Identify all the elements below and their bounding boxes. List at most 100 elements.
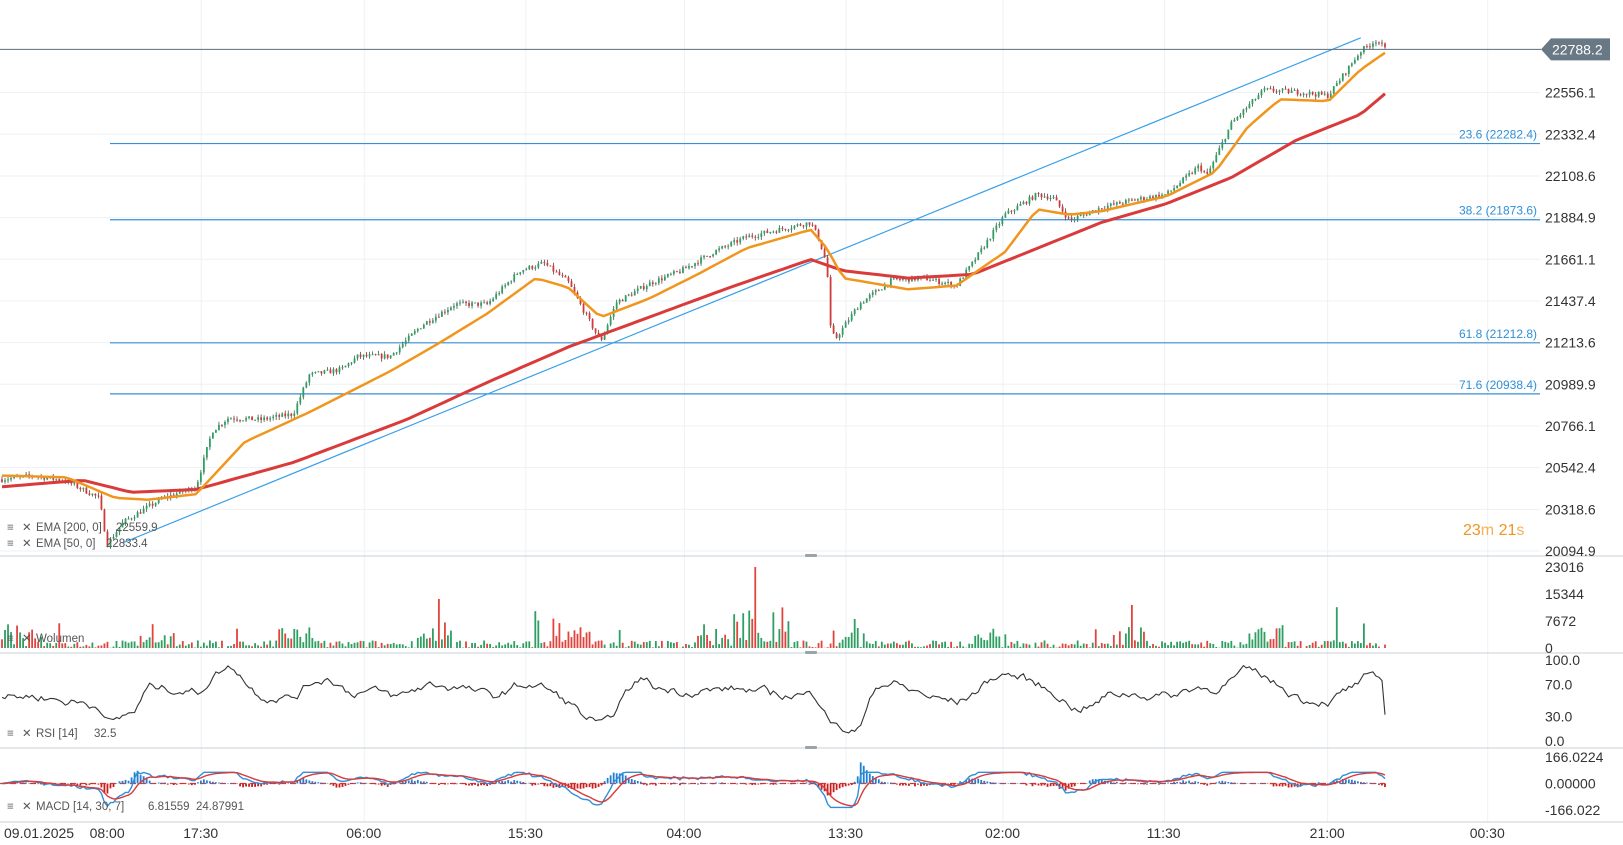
legend-menu-icon[interactable]: ≡ bbox=[7, 728, 14, 740]
volume-bar bbox=[1131, 604, 1133, 648]
volume-bar bbox=[459, 640, 461, 648]
candle-body bbox=[25, 474, 28, 476]
volume-bar bbox=[920, 647, 922, 648]
candle-body bbox=[1061, 206, 1064, 212]
candle-body bbox=[221, 424, 223, 426]
macd-histogram-bar bbox=[1353, 780, 1356, 784]
volume-bar bbox=[902, 644, 904, 648]
legend-menu-icon[interactable]: ≡ bbox=[7, 801, 14, 813]
macd-histogram-bar bbox=[829, 783, 832, 796]
rsi-pane[interactable] bbox=[1, 664, 1386, 734]
volume-bar bbox=[124, 641, 127, 648]
macd-histogram-bar bbox=[202, 779, 205, 784]
volume-bar bbox=[46, 642, 49, 648]
volume-legend[interactable]: ≡ ✕ Wolumen bbox=[7, 633, 84, 645]
volume-bar bbox=[1188, 640, 1191, 648]
macd-histogram-bar bbox=[407, 780, 410, 784]
candle-body bbox=[543, 262, 546, 264]
candle-body bbox=[980, 248, 983, 253]
macd-histogram-bar bbox=[395, 783, 398, 784]
legend-menu-icon[interactable]: ≡ bbox=[7, 522, 14, 534]
macd-histogram-bar bbox=[654, 783, 657, 786]
macd-histogram-bar bbox=[1158, 783, 1160, 785]
macd-histogram-bar bbox=[245, 783, 247, 787]
volume-bar bbox=[151, 624, 154, 648]
macd-histogram-bar bbox=[453, 783, 455, 785]
volume-bar bbox=[278, 629, 281, 648]
candle-body bbox=[868, 294, 871, 299]
volume-bar bbox=[1091, 642, 1094, 648]
fibonacci-levels[interactable]: 23.6 (22282.4) 38.2 (21873.6) 61.8 (21212.… bbox=[110, 128, 1540, 395]
macd-histogram-bar bbox=[437, 783, 440, 786]
candle-body bbox=[1305, 93, 1308, 95]
candle-body bbox=[1341, 73, 1344, 81]
volume-bar bbox=[492, 647, 495, 648]
legend-close-icon[interactable]: ✕ bbox=[22, 633, 32, 645]
volume-bar bbox=[486, 643, 489, 648]
volume-bar bbox=[1284, 646, 1287, 648]
price-pane[interactable]: 23.6 (22282.4) 38.2 (21873.6) 61.8 (21212.… bbox=[0, 37, 1541, 549]
candle-body bbox=[1073, 219, 1076, 221]
volume-bar bbox=[483, 640, 485, 648]
ema-200-legend[interactable]: ≡ ✕ EMA [200, 0] 22559.9 bbox=[7, 522, 158, 534]
legend-close-icon[interactable]: ✕ bbox=[22, 801, 32, 813]
candle-body bbox=[368, 354, 371, 357]
candle-body bbox=[1112, 203, 1115, 205]
volume-bar bbox=[19, 632, 21, 648]
volume-bar bbox=[600, 640, 603, 648]
candle-body bbox=[269, 418, 272, 420]
candle-body bbox=[751, 235, 754, 237]
candle-body bbox=[296, 403, 299, 414]
volume-bar bbox=[880, 641, 883, 648]
y-axis[interactable]: 22556.1 22332.4 22108.6 21884.9 21661.1 21437… bbox=[1545, 85, 1604, 818]
macd-legend[interactable]: ≡ ✕ MACD [14, 30, 7] 6.81559 24.87991 bbox=[7, 801, 244, 813]
macd-histogram-bar bbox=[627, 777, 630, 784]
volume-bar bbox=[781, 607, 784, 648]
macd-histogram-bar bbox=[308, 780, 311, 784]
candle-body bbox=[425, 321, 428, 325]
pane-separators[interactable] bbox=[0, 554, 1623, 823]
macd-histogram-bar bbox=[221, 782, 223, 784]
ema-50-legend[interactable]: ≡ ✕ EMA [50, 0] 22833.4 bbox=[7, 538, 148, 550]
volume-bar bbox=[594, 641, 597, 648]
x-tick-label: 15:30 bbox=[508, 825, 543, 841]
volume-bar bbox=[52, 645, 55, 648]
macd-histogram-bar bbox=[721, 782, 724, 784]
volume-bar bbox=[1378, 646, 1380, 648]
volume-bar bbox=[106, 641, 109, 648]
macd-histogram-bar bbox=[778, 783, 781, 784]
macd-pane[interactable] bbox=[0, 762, 1386, 809]
x-axis[interactable]: 09.01.2025 08:00 17:30 06:00 15:30 04:00 13:30… bbox=[4, 825, 1505, 841]
volume-bar bbox=[299, 636, 302, 648]
ema-200-label: EMA [200, 0] bbox=[36, 522, 102, 534]
macd-histogram-bar bbox=[462, 783, 464, 785]
legend-close-icon[interactable]: ✕ bbox=[22, 522, 32, 534]
candle-body bbox=[1239, 114, 1242, 117]
macd-histogram-bar bbox=[1209, 783, 1212, 785]
legend-menu-icon[interactable]: ≡ bbox=[7, 538, 14, 550]
legend-menu-icon[interactable]: ≡ bbox=[7, 633, 14, 645]
volume-bar bbox=[1076, 640, 1079, 648]
legend-close-icon[interactable]: ✕ bbox=[22, 538, 32, 550]
rsi-legend[interactable]: ≡ ✕ RSI [14] 32.5 bbox=[7, 728, 116, 740]
volume-bar bbox=[308, 627, 311, 648]
macd-histogram-bar bbox=[115, 783, 118, 784]
volume-pane[interactable] bbox=[1, 567, 1386, 648]
macd-histogram-bar bbox=[609, 775, 612, 784]
macd-histogram-bar bbox=[971, 778, 974, 784]
volume-bar bbox=[55, 642, 58, 648]
legend-close-icon[interactable]: ✕ bbox=[22, 728, 32, 740]
macd-histogram-bar bbox=[1203, 783, 1206, 785]
volume-bar bbox=[1043, 640, 1046, 648]
candle-body bbox=[528, 265, 531, 270]
macd-histogram-bar bbox=[1085, 783, 1088, 784]
macd-histogram-bar bbox=[525, 783, 528, 784]
volume-bar bbox=[1061, 643, 1064, 648]
trend-line[interactable] bbox=[123, 37, 1361, 544]
volume-bar bbox=[820, 640, 823, 648]
candle-body bbox=[245, 418, 247, 421]
candle-body bbox=[501, 286, 504, 294]
macd-histogram-bar bbox=[1137, 783, 1139, 785]
candle-body bbox=[302, 387, 305, 398]
